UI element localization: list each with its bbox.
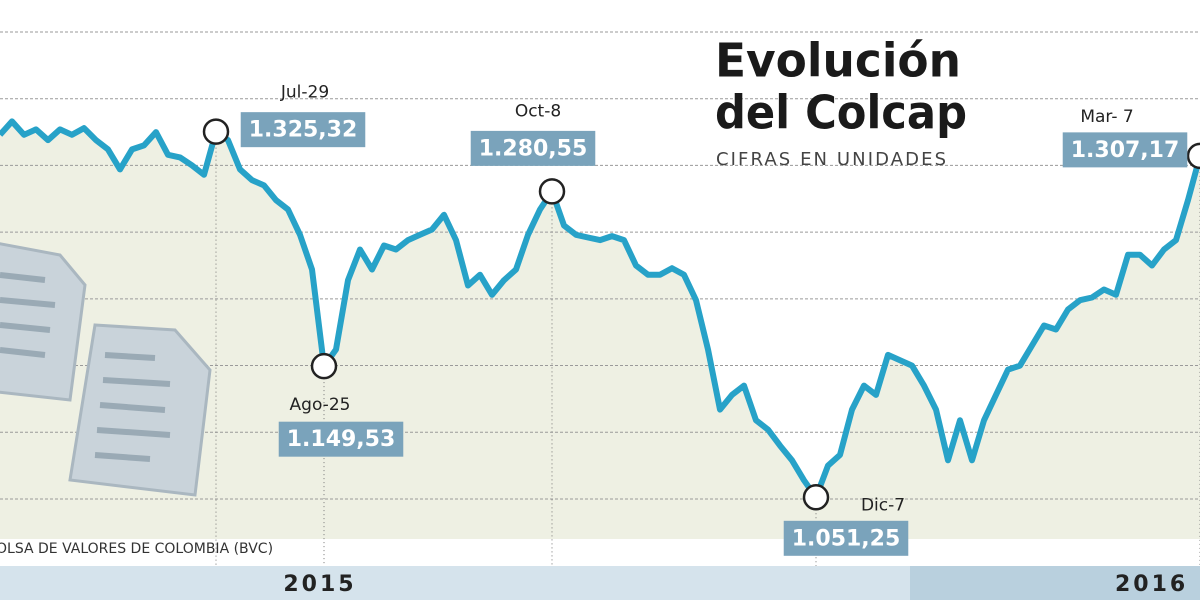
point	[202, 118, 230, 145]
value-box	[240, 112, 366, 148]
period-label: 2016	[1115, 572, 1188, 597]
point	[538, 178, 566, 205]
value-label: 1.051,25	[792, 526, 901, 551]
value-label: 1.149,53	[287, 427, 396, 452]
value-label: 1.307,17	[1071, 138, 1180, 163]
value-box	[470, 130, 596, 166]
title: del Colcap	[715, 86, 967, 140]
date-label: Dic-7	[861, 495, 905, 515]
point	[1186, 142, 1200, 170]
period-label: 2015	[283, 572, 356, 597]
document-icons	[0, 242, 212, 497]
subtitle: CIFRAS EN UNIDADES	[716, 149, 946, 170]
source: OLSA DE VALORES DE COLOMBIA (BVC)	[0, 541, 273, 557]
date-label: Oct-8	[515, 101, 561, 121]
value-box	[1062, 132, 1188, 168]
point	[310, 352, 338, 380]
value-box	[278, 421, 404, 457]
period-band	[910, 566, 1200, 600]
period-band	[0, 566, 910, 600]
date-label: Ago-25	[290, 395, 351, 415]
value-label: 1.325,32	[249, 118, 358, 143]
date-label: Jul-29	[280, 83, 329, 103]
title: Evolución	[715, 34, 961, 88]
plot: Jul-29 1.325,32 Ago-25 1.149,53 Oct-8 1.280,5…	[0, 83, 1200, 566]
line	[0, 118, 1200, 501]
point	[802, 484, 830, 511]
value-label: 1.280,55	[479, 136, 588, 161]
date-label: Mar- 7	[1080, 107, 1133, 127]
value-box	[783, 520, 909, 556]
